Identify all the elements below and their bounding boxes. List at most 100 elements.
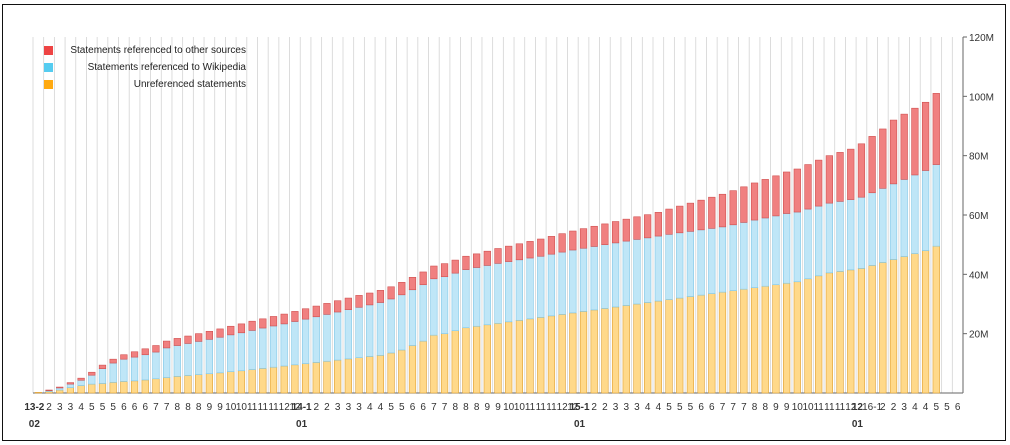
bar-segment [259,318,267,329]
bar-segment [761,285,769,394]
bar-segment [56,386,64,389]
bar-segment [34,392,42,394]
bar-segment [676,205,684,234]
bar-segment [462,255,470,270]
bar-segment [366,304,374,357]
x-tick-label: 10 [236,402,248,413]
bar-segment [248,330,256,370]
x-tick-label: 4 [912,402,918,413]
bar-segment [547,315,556,394]
bar-segment [590,309,598,394]
bar-segment [430,334,438,394]
bar-segment [665,299,673,394]
bar-segment [483,265,491,326]
bar-segment [783,282,791,394]
bar-segment [654,300,662,394]
bar-segment [569,249,577,314]
bar-segment [237,370,246,394]
bar-segment [526,241,534,259]
bar-segment [398,349,406,394]
bar-segment [911,174,919,254]
x-tick-label: 8 [175,402,181,413]
bar-segment [879,262,887,394]
bar-segment [440,276,449,334]
bar-segment [473,267,481,327]
bar-segment [761,217,769,287]
bar-segment [45,389,53,391]
bar-segment [259,327,267,369]
x-tick-label: 9 [485,402,491,413]
bar-segment [184,375,192,394]
bar-segment [579,311,588,394]
x-tick-label: 3 [901,402,907,413]
bar-segment [248,320,256,331]
bar-segment [729,190,737,226]
legend-label-unreferenced: Unreferenced statements [133,79,246,90]
bar-segment [205,373,213,394]
bar-segment [430,278,438,336]
x-tick-label: 6 [121,402,127,413]
bar-segment [109,382,117,394]
x-tick-label: 6 [698,402,704,413]
bar-segment [237,332,246,372]
bar-segment [697,199,705,231]
bar-segment [815,205,823,277]
legend-item-unreferenced[interactable]: Unreferenced statements [44,78,246,95]
bar-segment [804,278,812,394]
x-tick-label: 2 [46,402,52,413]
bar-segment [868,136,876,194]
bar-segment [269,366,278,394]
bar-segment [473,325,481,394]
bar-segment [750,182,759,221]
bar-segment [141,348,149,356]
bar-segment [227,325,235,336]
bar-segment [825,272,833,394]
x-tick-label: 5 [688,402,694,413]
x-tick-label: 11 [546,402,557,413]
x-tick-label: 11 [525,402,536,413]
x-tick-label: 10 [225,402,237,413]
bar-segment [280,313,288,325]
bar-segment [430,265,438,280]
x-year-label: 01 [574,419,586,430]
bar-segment [526,257,534,320]
x-tick-label: 11 [536,402,547,413]
bar-segment [622,218,630,242]
bar-segment [88,371,96,376]
legend-item-other-sources[interactable]: Statements referenced to other sources [44,44,246,61]
bar-segment [740,186,748,223]
x-tick-label: 9 [784,402,790,413]
x-tick-label: 3 [634,402,640,413]
bar-segment [398,294,406,351]
bar-segment [547,253,556,317]
bar-segment [141,354,149,381]
bar-segment [355,295,363,308]
bar-segment [98,364,107,369]
bar-segment [654,235,662,302]
bar-segment [547,236,556,255]
bar-segment [344,309,352,360]
bar-segment [686,202,695,232]
bar-segment [109,362,117,383]
bar-segment [697,229,705,296]
bar-segment [66,387,75,394]
x-tick-label: 4 [923,402,929,413]
x-tick-label: 7 [741,402,747,413]
bar-segment [483,324,491,394]
x-year-label: 02 [29,419,41,430]
bar-segment [579,228,588,249]
legend-item-wikipedia[interactable]: Statements referenced to Wikipedia [44,61,246,78]
bar-segment [633,303,641,394]
bar-segment [56,387,64,391]
x-tick-label: 6 [709,402,715,413]
bar-segment [312,316,320,363]
bar-segment [152,378,160,394]
bar-segment [868,265,876,394]
bar-segment [366,356,374,394]
legend-swatch-wikipedia [44,63,53,72]
bar-segment [130,351,139,358]
x-tick-label: 16-1 [862,402,882,413]
x-year-label: 01 [296,419,308,430]
bar-segment [921,250,930,394]
bar-segment [729,224,737,291]
